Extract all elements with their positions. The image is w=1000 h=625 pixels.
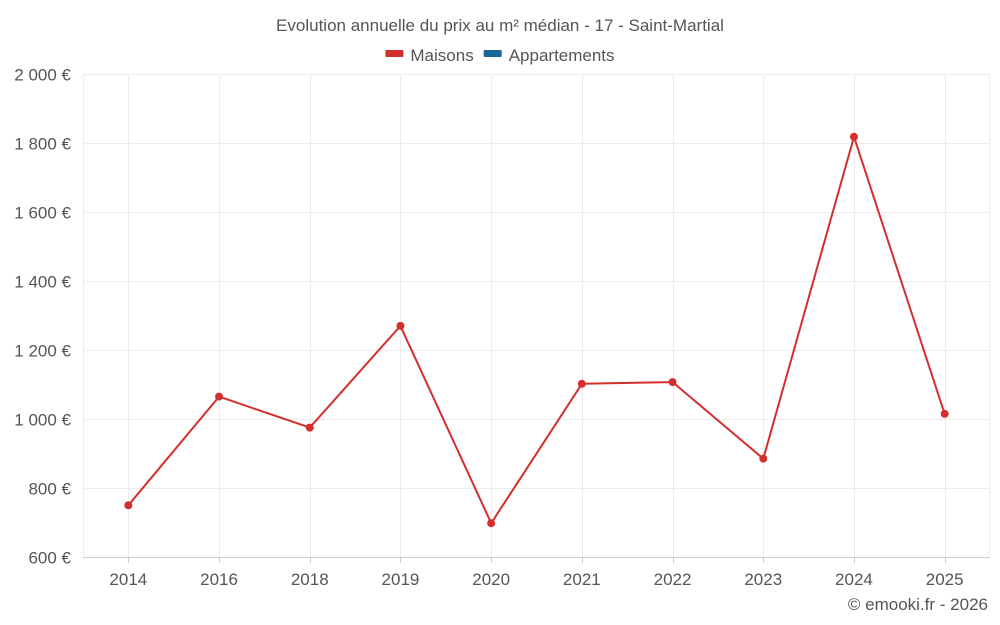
y-tick-label: 1 600 € [14,204,71,223]
y-tick-label: 1 400 € [14,273,71,292]
legend-item-appartements[interactable]: Appartements [483,46,615,65]
data-point-maisons[interactable] [940,409,949,418]
x-tick-label: 2025 [926,570,964,589]
x-tick-label: 2019 [382,570,420,589]
y-tick-label: 1 200 € [14,342,71,361]
data-point-maisons[interactable] [215,392,224,401]
data-point-maisons[interactable] [759,454,768,463]
series-line-maisons [127,135,946,525]
grid [83,74,990,557]
data-point-maisons[interactable] [849,132,858,141]
data-point-maisons[interactable] [396,321,405,330]
x-axis: 2014 2016 2018 2019 2020 2021 2022 2023 2024 2025 [83,557,990,589]
data-point-maisons[interactable] [668,378,677,387]
y-tick-label: 2 000 € [14,66,71,85]
data-point-maisons[interactable] [577,379,586,388]
legend-label: Appartements [509,46,615,65]
legend: Maisons Appartements [385,46,615,65]
legend-swatch [483,50,502,57]
data-point-maisons[interactable] [305,423,314,432]
y-tick-label: 1 000 € [14,411,71,430]
series-group [124,132,949,528]
x-tick-label: 2018 [291,570,329,589]
credit-text: © emooki.fr - 2026 [848,595,988,614]
legend-label: Maisons [410,46,473,65]
y-tick-label: 800 € [28,480,71,499]
x-tick-label: 2014 [109,570,147,589]
x-tick-label: 2020 [472,570,510,589]
x-tick-label: 2016 [200,570,238,589]
data-point-maisons[interactable] [487,519,496,528]
legend-swatch [385,50,404,57]
x-tick-label: 2021 [563,570,601,589]
y-tick-label: 1 800 € [14,135,71,154]
x-tick-label: 2024 [835,570,873,589]
x-tick-label: 2023 [744,570,782,589]
y-tick-label: 600 € [28,549,71,568]
chart-title: Evolution annuelle du prix au m² médian … [276,16,724,35]
y-axis: 600 € 800 € 1 000 € 1 200 € 1 400 € 1 600 € 1 … [14,66,71,568]
data-point-maisons[interactable] [124,501,133,510]
x-tick-label: 2022 [654,570,692,589]
legend-item-maisons[interactable]: Maisons [385,46,474,65]
